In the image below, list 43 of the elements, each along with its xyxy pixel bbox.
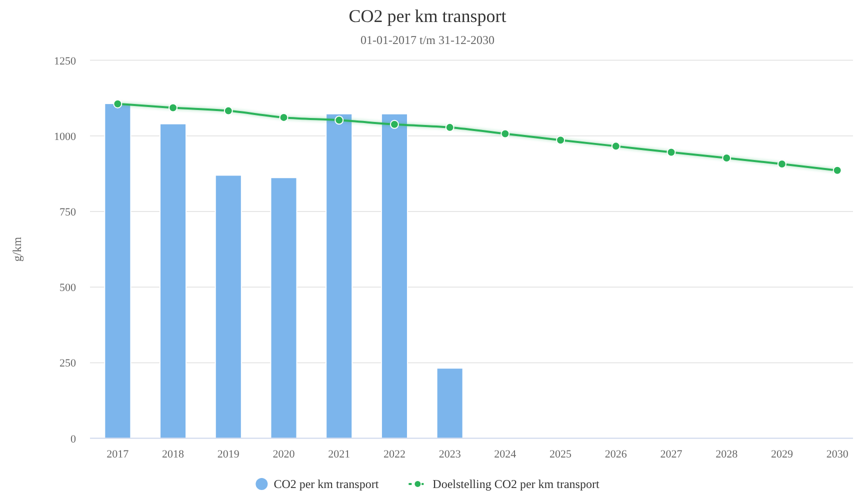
x-tick-label: 2021 (328, 448, 350, 460)
x-tick-label: 2027 (660, 448, 683, 460)
point (224, 106, 233, 116)
bar (214, 174, 242, 439)
x-tick-label: 2030 (826, 448, 849, 460)
y-tick-label: 500 (60, 282, 76, 294)
bar (160, 123, 187, 439)
bar (326, 113, 353, 439)
point (168, 103, 178, 112)
bar (380, 113, 408, 439)
x-tick-label: 2026 (604, 448, 628, 460)
y-tick-label: 1000 (54, 130, 76, 143)
x-tick-label: 2029 (770, 448, 794, 460)
chart-title: CO2 per km transport (348, 6, 506, 26)
y-tick-label: 750 (60, 206, 76, 218)
y-tick-label: 1250 (54, 55, 76, 68)
x-tick-label: 2022 (383, 448, 406, 460)
point (113, 99, 122, 108)
bar (270, 177, 298, 439)
legend-label: CO2 per km transport (274, 477, 380, 491)
x-tick-label: 2023 (438, 448, 462, 460)
point (500, 129, 510, 138)
point (334, 116, 344, 125)
x-tick-label: 2028 (716, 448, 738, 460)
x-tick-label: 2024 (494, 448, 517, 460)
point (556, 136, 566, 145)
point (832, 166, 842, 175)
x-tick-label: 2020 (272, 448, 296, 460)
chart-subtitle: 01-01-2017 t/m 31-12-2030 (360, 33, 494, 47)
x-tick-label: 2019 (217, 448, 240, 460)
x-tick-label: 2018 (162, 448, 185, 460)
bar (104, 103, 132, 439)
x-tick-label: 2025 (550, 448, 572, 460)
y-tick-label: 250 (60, 358, 76, 370)
legend-label: Doelstelling CO2 per km transport (432, 477, 600, 491)
point (390, 120, 399, 129)
x-tick-label: 2017 (106, 448, 130, 460)
y-axis-title: g/km (10, 236, 24, 262)
point (666, 148, 676, 157)
point (611, 142, 620, 151)
bar (436, 368, 464, 439)
y-tick-label: 0 (70, 433, 76, 446)
point (445, 122, 454, 132)
